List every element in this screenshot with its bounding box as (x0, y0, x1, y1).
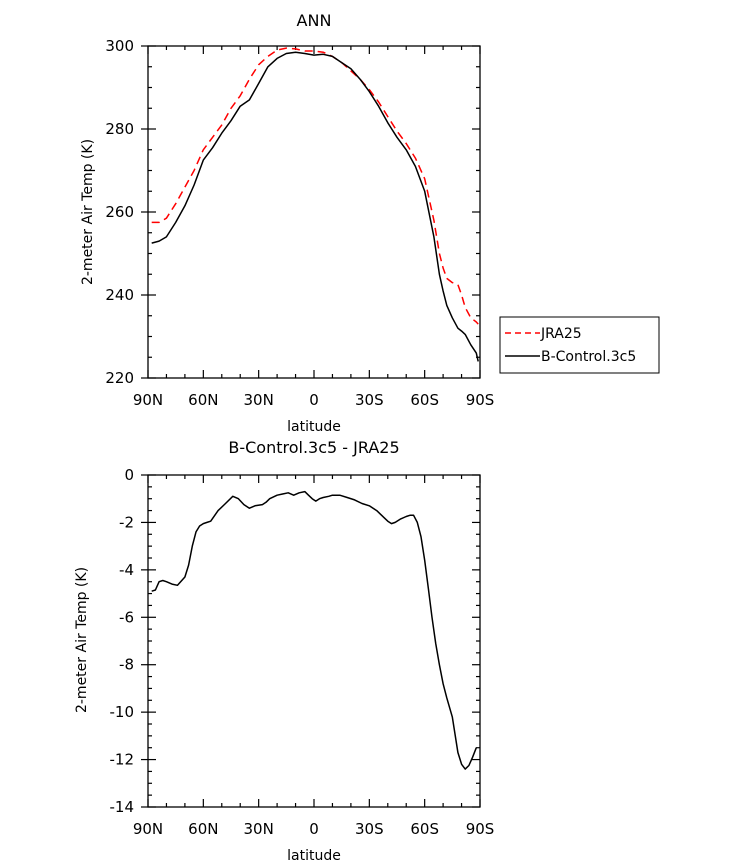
y-tick-label: -6 (119, 608, 134, 626)
legend-label-b-control: B-Control.3c5 (541, 349, 636, 365)
y-tick-label: 0 (124, 466, 134, 484)
y-tick-label: 300 (105, 37, 134, 55)
y-tick-label: -10 (110, 703, 135, 721)
x-tick-label: 60S (410, 391, 439, 409)
series-line-difference (151, 490, 477, 770)
series-lines (151, 490, 477, 770)
y-tick-label: -4 (119, 561, 134, 579)
x-tick-label: 30S (355, 820, 384, 838)
plot-frame (147, 45, 481, 379)
x-tick-label: 30N (244, 820, 274, 838)
y-tick-label: -8 (119, 656, 134, 674)
y-tick-label: 220 (105, 369, 134, 387)
y-tick-label: -14 (110, 798, 135, 816)
x-tick-label: 0 (309, 391, 319, 409)
x-tick-label: 90N (133, 391, 163, 409)
x-tick-label: 30N (244, 391, 274, 409)
legend-box (499, 316, 660, 374)
x-tick-label: 90S (466, 391, 495, 409)
x-axis-label: latitude (287, 848, 341, 864)
series-line-jra25 (151, 47, 479, 325)
y-tick-label: -2 (119, 513, 134, 531)
y-axis-label: 2-meter Air Temp (K) (74, 567, 90, 713)
x-tick-label: 0 (309, 820, 319, 838)
axis-ticks: 90N 60N 30N 0 30S 60S 90S 220 240 260 280 300 (105, 37, 494, 409)
temperature-chart: ANN 2-meter Air Temp (K) latitude 90N 60N… (80, 11, 494, 435)
x-axis-label: latitude (287, 419, 341, 435)
x-tick-label: 90N (133, 820, 163, 838)
chart-title: B-Control.3c5 - JRA25 (228, 438, 399, 457)
axis-ticks: 90N 60N 30N 0 30S 60S 90S -14 -12 -10 -8 -6 -4 -2 0 (110, 466, 495, 838)
x-tick-label: 90S (466, 820, 495, 838)
y-tick-label: 260 (105, 203, 134, 221)
x-tick-label: 60S (410, 820, 439, 838)
legend-label-jra25: JRA25 (540, 326, 582, 342)
plot-frame (147, 474, 481, 808)
y-tick-label: 280 (105, 120, 134, 138)
series-lines (151, 47, 479, 362)
y-tick-label: -12 (110, 751, 135, 769)
x-tick-label: 60N (188, 391, 218, 409)
chart-title: ANN (297, 11, 332, 30)
legend: JRA25 B-Control.3c5 (499, 316, 660, 374)
series-line-b-control-3c5 (151, 51, 479, 362)
difference-chart: B-Control.3c5 - JRA25 2-meter Air Temp (… (74, 438, 494, 864)
y-tick-label: 240 (105, 286, 134, 304)
x-tick-label: 60N (188, 820, 218, 838)
x-tick-label: 30S (355, 391, 384, 409)
y-axis-label: 2-meter Air Temp (K) (80, 139, 96, 285)
